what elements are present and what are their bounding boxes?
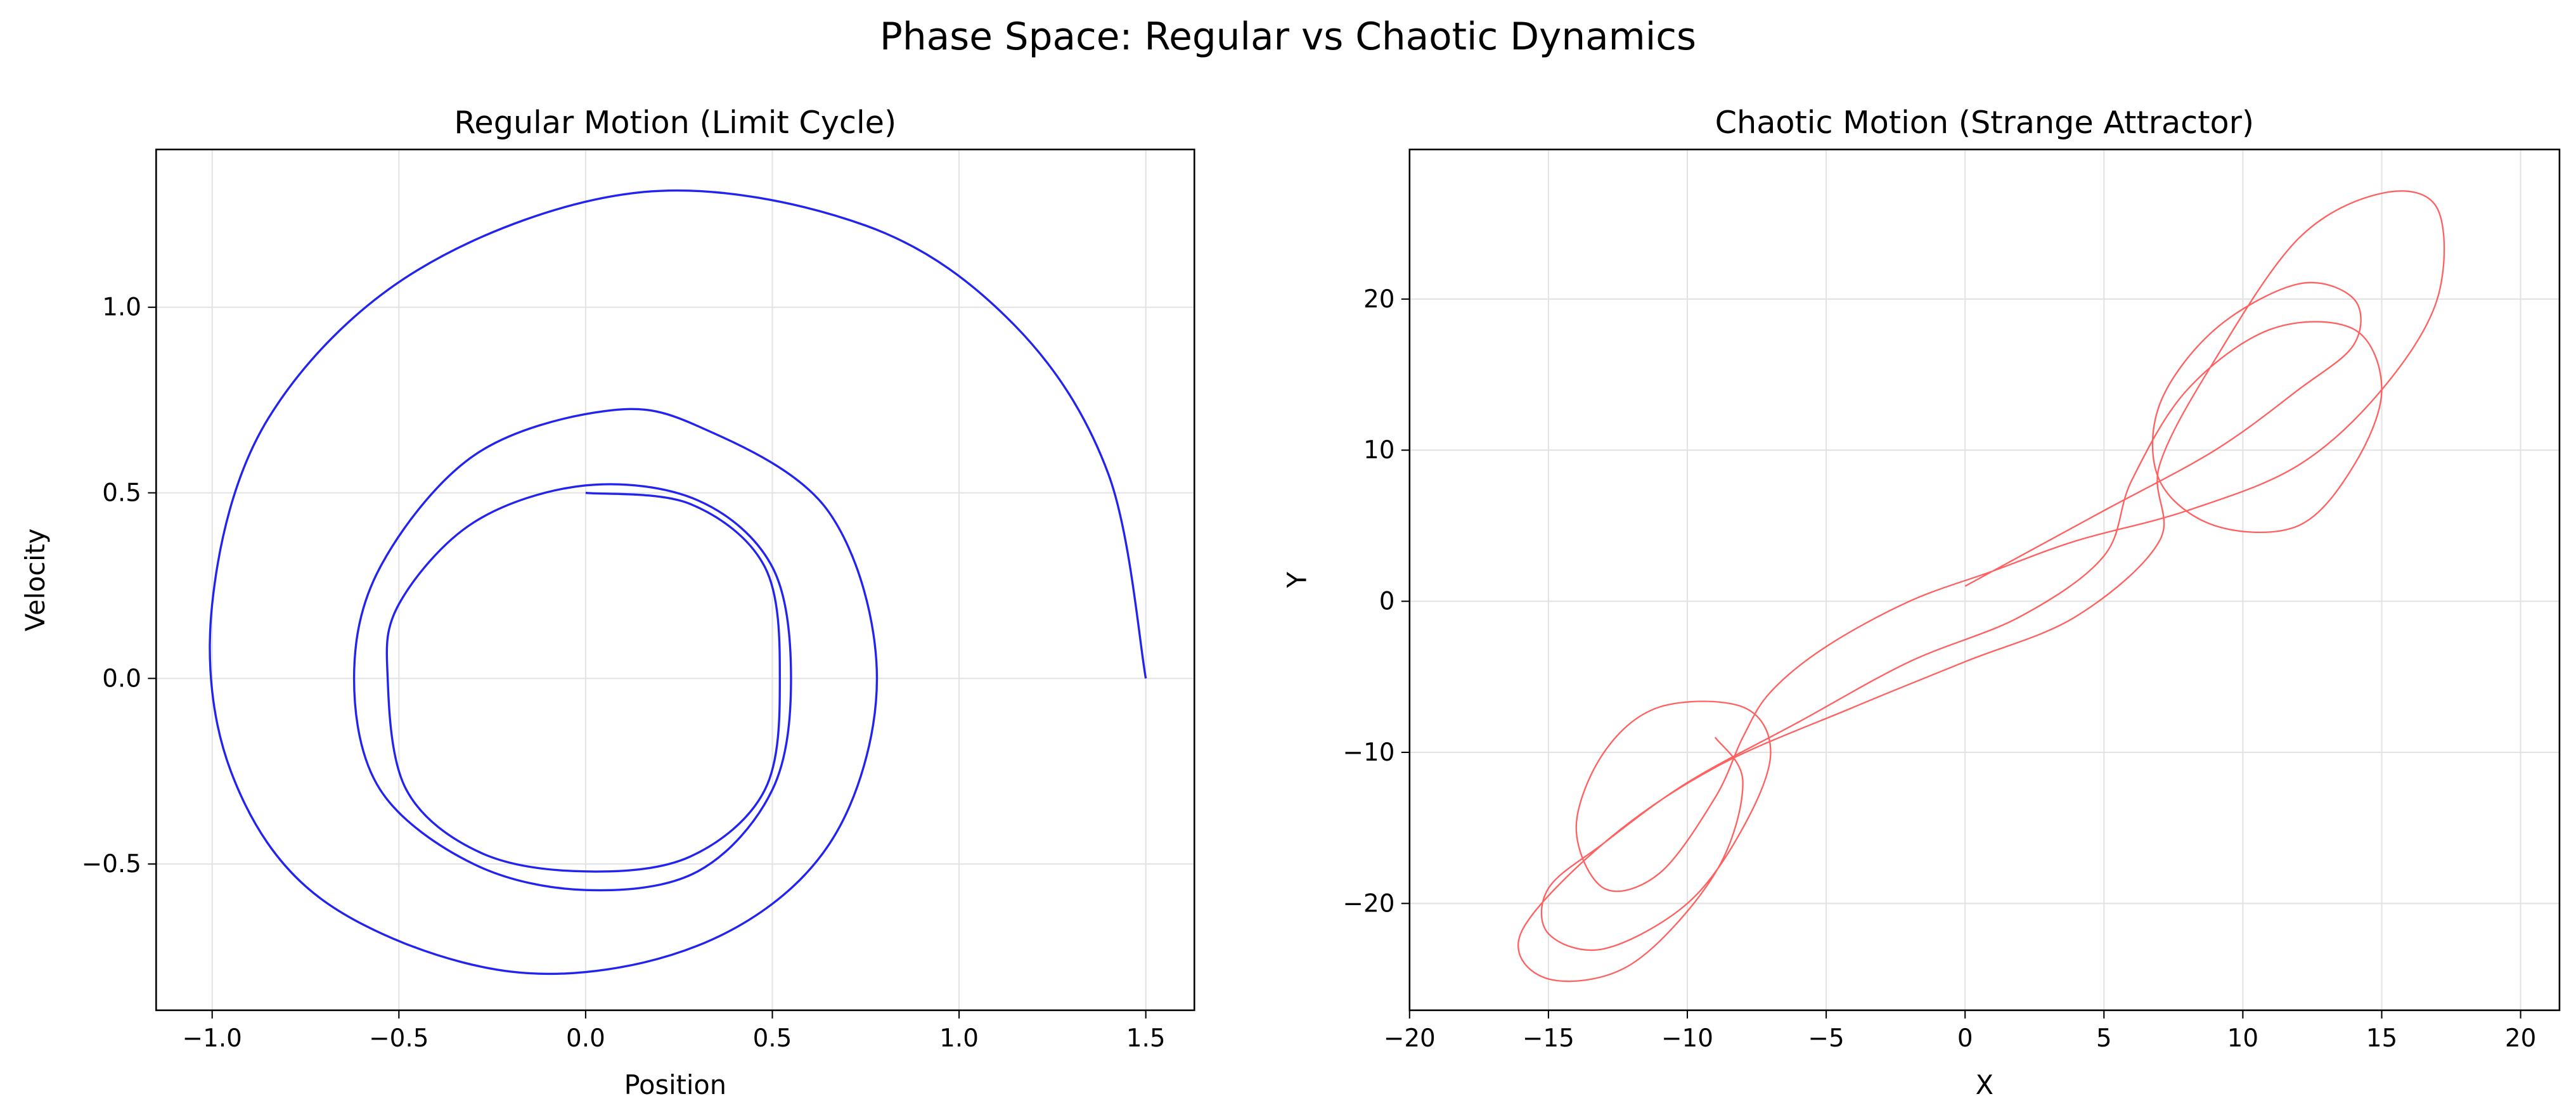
x-tick-label: 20 [2505,1024,2536,1053]
y-axis-label: Y [1282,572,1313,589]
figure-title: Phase Space: Regular vs Chaotic Dynamics [880,15,1696,59]
x-tick-label: −15 [1523,1024,1575,1053]
x-tick-label: −1.0 [183,1024,242,1053]
x-tick-label: 15 [2366,1024,2397,1053]
y-tick-label: 0 [1379,588,1395,616]
y-tick-label: −0.5 [82,850,141,879]
x-tick-label: 0.5 [753,1024,792,1053]
axes-title: Chaotic Motion (Strange Attractor) [1715,104,2255,141]
y-tick-label: −20 [1343,889,1394,918]
x-tick-label: 5 [2096,1024,2112,1053]
x-tick-label: −20 [1384,1024,1436,1053]
y-axis-label: Velocity [20,529,51,632]
x-tick-label: −10 [1661,1024,1713,1053]
x-axis-label: Position [624,1070,726,1100]
y-tick-label: −10 [1343,738,1394,767]
axes: −1.0 −0.5 0.0 0.5 1.0 1.5 −0.5 0.0 0.5 1.0 Regular… [20,104,1195,1100]
axes-title: Regular Motion (Limit Cycle) [454,104,896,141]
x-tick-label: 0 [1957,1024,1973,1053]
series-line [209,189,1147,975]
axes-frame [155,148,1195,1012]
y-tick-label: 0.5 [102,479,141,507]
x-axis-label: X [1976,1070,1993,1100]
x-tick-label: 1.0 [939,1024,979,1053]
y-tick-label: 0.0 [102,664,141,693]
y-tick-label: 20 [1363,285,1394,314]
axes-frame [1408,148,2561,1012]
x-tick-label: −0.5 [369,1024,428,1053]
x-tick-label: −5 [1808,1024,1844,1053]
axes: −20 −15 −10 −5 0 5 10 15 20 −20 −10 0 10 20 Chaotic Mo… [1282,104,2561,1100]
y-tick-label: 10 [1363,436,1394,465]
y-tick-label: 1.0 [102,293,141,322]
x-tick-label: 10 [2227,1024,2258,1053]
x-tick-label: 0.0 [566,1024,605,1053]
series-line [1517,190,2445,982]
x-tick-label: 1.5 [1126,1024,1166,1053]
